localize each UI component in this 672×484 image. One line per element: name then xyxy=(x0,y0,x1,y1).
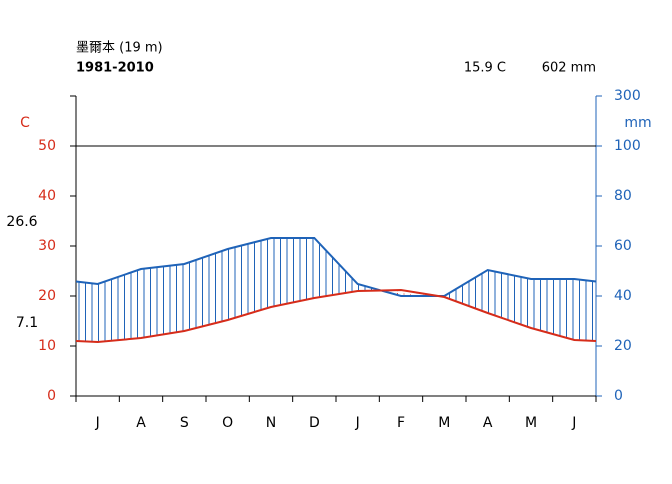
chart-subtitle: 1981-2010 xyxy=(76,61,154,76)
mean-temp: 15.9 C xyxy=(464,61,506,76)
y-tick-label: 50 xyxy=(38,138,56,154)
x-tick-label: J xyxy=(355,415,360,431)
min-temp: 7.1 xyxy=(16,315,38,331)
chart-title: 墨爾本 (19 m) xyxy=(76,41,163,56)
x-tick-label: N xyxy=(266,415,276,431)
x-tick-label: S xyxy=(180,415,189,431)
y2-tick-label: 40 xyxy=(614,288,632,304)
x-tick-label: A xyxy=(136,415,146,431)
x-tick-label: J xyxy=(95,415,100,431)
y2-tick-label: 80 xyxy=(614,188,632,204)
series-line xyxy=(75,237,597,297)
y2-tick-label: 100 xyxy=(614,138,641,154)
y-tick-label: 20 xyxy=(38,288,56,304)
y-tick-label: 40 xyxy=(38,188,56,204)
series-line xyxy=(75,288,597,344)
x-tick-label: M xyxy=(525,415,537,431)
max-temp: 26.6 xyxy=(6,214,37,230)
y-tick-label: 10 xyxy=(38,338,56,354)
x-tick-label: J xyxy=(571,415,576,431)
y-tick-label: 30 xyxy=(38,238,56,254)
x-tick-label: F xyxy=(397,415,405,431)
total-precip: 602 mm xyxy=(542,61,596,76)
y-axis-label: C xyxy=(20,115,30,131)
y2-axis-label: mm xyxy=(624,115,651,131)
y2-tick-label: 60 xyxy=(614,238,632,254)
y-tick-label: 0 xyxy=(47,388,56,404)
x-tick-label: O xyxy=(222,415,233,431)
x-tick-label: D xyxy=(309,415,320,431)
x-tick-label: M xyxy=(438,415,450,431)
x-tick-label: A xyxy=(483,415,493,431)
y2-tick-label: 20 xyxy=(614,338,632,354)
y2-tick-label: 0 xyxy=(614,388,623,404)
y2-tick-label: 300 xyxy=(614,88,641,104)
